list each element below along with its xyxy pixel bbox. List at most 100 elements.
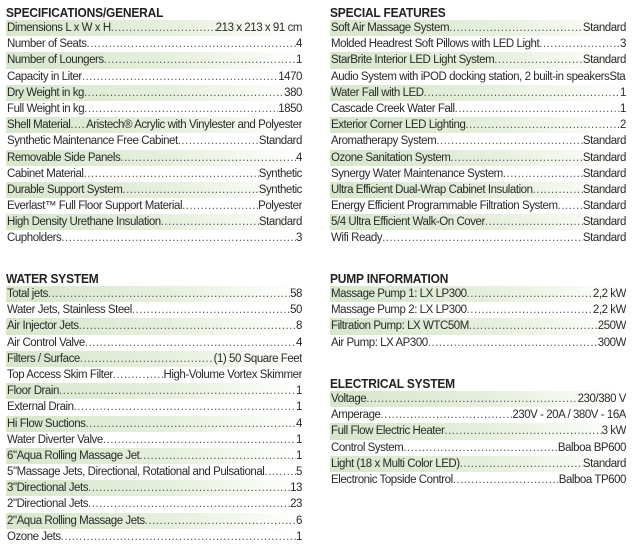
spec-value: 23 bbox=[290, 498, 302, 511]
dot-leader bbox=[264, 464, 296, 480]
spec-row: Aromatherapy System Standard bbox=[330, 133, 626, 149]
spec-row: Water Jets, Stainless Steel 50 bbox=[6, 302, 302, 318]
dot-leader bbox=[558, 198, 583, 214]
spec-row: Cascade Creek Water Fall 1 bbox=[330, 101, 626, 117]
spec-label: Floor Drain bbox=[7, 385, 59, 398]
spec-label: Top Access Skim Filter bbox=[7, 368, 113, 381]
spec-value: Standard bbox=[582, 135, 626, 148]
spec-value: Standard bbox=[582, 216, 626, 229]
spec-value: 1850 bbox=[278, 102, 302, 115]
spec-label: Aromatherapy System bbox=[331, 135, 437, 148]
spec-row: Hi Flow Suctions 4 bbox=[6, 415, 302, 432]
dot-leader bbox=[539, 36, 620, 52]
dot-leader bbox=[450, 150, 583, 166]
spec-value: 230V - 20A / 380V - 16A bbox=[512, 409, 626, 422]
spec-row: 2"Directional Jets 23 bbox=[6, 496, 302, 512]
spec-row: Capacity in Liter 1470 bbox=[6, 69, 302, 85]
spec-label: Dry Weight in kg bbox=[7, 86, 84, 99]
spec-label: Exterior Corner LED Lighting bbox=[331, 119, 466, 132]
spec-row: Full Flow Electric Heater 3 kW bbox=[330, 423, 626, 440]
dot-leader bbox=[467, 286, 593, 302]
dot-leader bbox=[82, 69, 278, 85]
spec-row: StarBrite Interior LED Light System Stand… bbox=[330, 52, 626, 69]
dot-leader bbox=[103, 432, 296, 448]
spec-row: Ozone Jets 1 bbox=[6, 529, 302, 545]
spec-label: External Drain bbox=[7, 401, 74, 414]
spec-row: Ultra Efficient Dual-Wrap Cabinet Insula… bbox=[330, 181, 626, 199]
spec-value: 8 bbox=[296, 320, 302, 333]
spec-label: Amperage bbox=[331, 409, 381, 422]
dot-leader bbox=[80, 351, 214, 367]
spec-value: 230/380 V bbox=[577, 393, 626, 405]
dot-leader bbox=[503, 166, 583, 182]
dot-leader bbox=[113, 367, 164, 383]
spec-row: Wifi Ready Standard bbox=[330, 230, 626, 246]
spec-row: Cupholders 3 bbox=[6, 230, 302, 246]
spec-row: Removable Side Panels 4 bbox=[6, 149, 302, 166]
spec-row: Floor Drain 1 bbox=[6, 383, 302, 400]
spec-value: 4 bbox=[296, 151, 302, 164]
spec-value: 2,2 kW bbox=[592, 304, 626, 317]
spec-row: Molded Headrest Soft Pillows with LED Li… bbox=[330, 36, 626, 52]
spec-row: 6"Aqua Rolling Massage Jet 1 bbox=[6, 447, 302, 465]
spec-row: Massage Pump 2: LX LP300 2,2 kW bbox=[330, 302, 626, 318]
spec-row: Exterior Corner LED Lighting 2 bbox=[330, 117, 626, 134]
spec-label: Filtration Pump: LX WTC50M bbox=[331, 320, 469, 333]
spec-value: 1 bbox=[620, 102, 626, 115]
dot-leader bbox=[84, 85, 284, 101]
spec-label: Water Diverter Valve bbox=[7, 433, 103, 446]
spec-row: Shell Material Aristech® Acrylic with Vin… bbox=[6, 117, 302, 134]
spec-label: Cascade Creek Water Fall bbox=[331, 102, 455, 115]
dot-leader bbox=[111, 20, 216, 36]
dot-leader bbox=[453, 472, 559, 488]
spec-value: Aristech® Acrylic with Vinylester and Po… bbox=[86, 119, 302, 132]
spec-value: (1) 50 Square Feet bbox=[213, 352, 302, 365]
spec-label: Light (18 x Multi Color LED) bbox=[331, 457, 460, 470]
spec-label: Number of Loungers bbox=[7, 54, 104, 67]
spec-row: Filtration Pump: LX WTC50M 250W bbox=[330, 318, 626, 335]
spec-row: Air Pump: LX AP300 300W bbox=[330, 335, 626, 351]
dot-leader bbox=[436, 133, 583, 149]
dot-leader bbox=[79, 318, 296, 334]
section-title: SPECIFICATIONS/GENERAL bbox=[6, 5, 164, 20]
spec-value: 4 bbox=[296, 38, 302, 51]
spec-row: High Density Urethane Insulation Standard bbox=[6, 214, 302, 231]
spec-label: Soft Air Massage System bbox=[331, 22, 450, 34]
dot-leader bbox=[469, 318, 598, 334]
spec-value: 1470 bbox=[278, 70, 302, 83]
dot-leader bbox=[460, 456, 583, 472]
spec-value: 1 bbox=[296, 54, 302, 67]
spec-label: StarBrite Interior LED Light System bbox=[331, 54, 495, 67]
spec-value: Balboa TP600 bbox=[558, 473, 626, 486]
spec-row: Control System Balboa BP600 bbox=[330, 440, 626, 456]
spec-value: Synthetic bbox=[258, 167, 302, 180]
spec-value: Standard bbox=[609, 70, 626, 83]
spec-label: Durable Support System bbox=[7, 183, 123, 196]
spec-row: Audio System with iPOD docking station, … bbox=[330, 69, 626, 85]
spec-value: 2 bbox=[620, 119, 626, 132]
spec-row: 5/4 Ultra Efficient Walk-On Cover Standar… bbox=[330, 214, 626, 231]
section-title: WATER SYSTEM bbox=[6, 271, 99, 286]
spec-value: 380 bbox=[284, 86, 302, 99]
dot-leader bbox=[85, 335, 296, 351]
spec-row: Amperage 230V - 20A / 380V - 16A bbox=[330, 407, 626, 423]
dot-leader bbox=[70, 117, 86, 133]
spec-row: Synergy Water Maintenance System Standard bbox=[330, 166, 626, 182]
spec-row: External Drain 1 bbox=[6, 399, 302, 415]
spec-row: Synthetic Maintenance Free Cabinet Standa… bbox=[6, 133, 302, 149]
spec-label: Number of Seats bbox=[7, 38, 87, 51]
spec-value: 1 bbox=[296, 449, 302, 462]
spec-row: Total jets 58 bbox=[6, 286, 302, 303]
spec-row: Full Weight in kg 1850 bbox=[6, 101, 302, 117]
spec-row: Water Diverter Valve 1 bbox=[6, 432, 302, 448]
dot-leader bbox=[87, 36, 297, 52]
spec-label: Voltage bbox=[331, 393, 367, 405]
spec-value: High-Volume Vortex Skimmer bbox=[163, 368, 303, 381]
dot-leader bbox=[74, 399, 296, 415]
dot-leader bbox=[132, 302, 290, 318]
dot-leader bbox=[449, 20, 583, 36]
spec-label: Molded Headrest Soft Pillows with LED Li… bbox=[331, 38, 540, 51]
section-pump-information: PUMP INFORMATION Massage Pump 1: LX LP300… bbox=[330, 272, 626, 351]
spec-row: Number of Seats 4 bbox=[6, 36, 302, 52]
